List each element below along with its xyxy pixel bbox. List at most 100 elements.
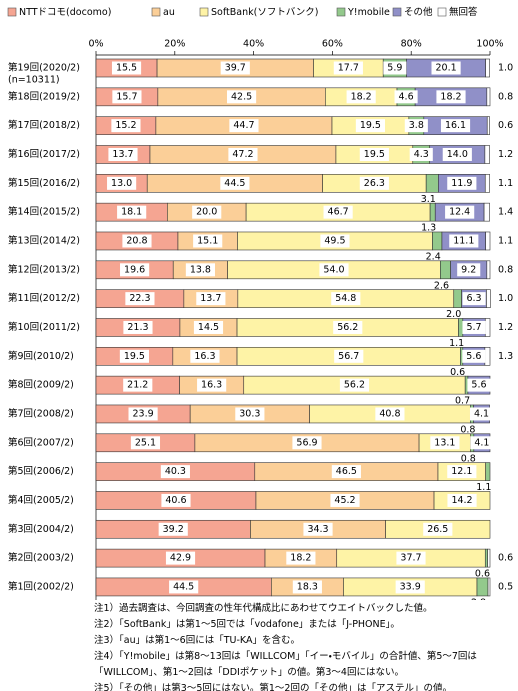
label-background (111, 61, 142, 75)
value-label: 11.9 (451, 178, 472, 189)
value-label: 0.8 (461, 453, 476, 464)
label-background (462, 292, 486, 306)
label-background (440, 119, 471, 133)
row-label: 第6回(2007/2) (8, 436, 74, 448)
value-label: 21.3 (127, 322, 148, 333)
value-label: 1.1 (498, 178, 513, 189)
label-background (303, 522, 333, 536)
bar-segment (453, 289, 462, 308)
label-background (331, 465, 361, 479)
row-label: 第9回(2010/2) (8, 350, 74, 362)
value-label: 11.1 (453, 235, 474, 246)
value-label: 47.2 (232, 149, 253, 160)
value-label: 14.2 (451, 495, 472, 506)
value-label: 45.2 (334, 495, 355, 506)
label-background (192, 205, 222, 219)
label-background (235, 407, 265, 421)
label-background (394, 90, 418, 104)
label-background (447, 176, 477, 190)
row-label: 第15回(2016/2) (8, 177, 80, 189)
value-label: 13.1 (434, 437, 455, 448)
bar-segment (484, 318, 491, 337)
label-background (431, 61, 461, 75)
label-background (442, 147, 472, 161)
row-label: 第17回(2018/2) (8, 119, 80, 131)
row-label: 第14回(2015/2) (8, 206, 80, 218)
label-background (165, 551, 196, 565)
value-label: 40.6 (165, 495, 186, 506)
row-label: 第5回(2006/2) (8, 465, 74, 477)
value-label: 1.0 (498, 63, 513, 74)
value-label: 1.4 (498, 207, 513, 218)
value-label: 1.1 (498, 235, 513, 246)
value-label: 17.7 (338, 63, 359, 74)
label-background (112, 90, 142, 104)
label-background (423, 522, 453, 536)
label-background (447, 465, 477, 479)
value-label: 42.9 (170, 553, 191, 564)
value-label: 56.7 (338, 351, 359, 362)
value-label: 2.4 (426, 251, 441, 262)
label-background (445, 205, 475, 219)
value-label: 12.1 (451, 466, 472, 477)
label-background (355, 119, 385, 133)
x-tick-label: 100% (476, 39, 503, 50)
label-background (383, 61, 407, 75)
label-background (128, 407, 158, 421)
value-label: 44.7 (233, 120, 254, 131)
legend-label: 無回答 (449, 6, 478, 18)
value-label: 6.3 (466, 293, 481, 304)
value-label: 18.1 (121, 207, 142, 218)
bar-segment (484, 346, 491, 366)
legend-swatch (336, 7, 346, 17)
bar-segment (429, 202, 436, 222)
value-label: 15.5 (116, 63, 137, 74)
note: 注1）過去調査は、今回調査の性年代構成比にあわせてウエイトバックした値。 (94, 603, 433, 614)
label-background (190, 349, 220, 363)
value-label: 2.0 (446, 309, 461, 320)
value-label: 18.2 (440, 91, 461, 102)
value-label: 13.7 (200, 293, 221, 304)
value-label: 1.3 (421, 223, 436, 234)
label-background (193, 320, 224, 334)
row-label: 第10回(2011/2) (8, 321, 80, 333)
value-label: 4.6 (399, 91, 414, 102)
value-label: 22.3 (129, 293, 150, 304)
value-label: 20.1 (435, 63, 456, 74)
sample-label: (n=10311) (8, 75, 60, 86)
value-label: 19.5 (360, 120, 381, 131)
value-label: 5.6 (466, 351, 481, 362)
value-label: 5.9 (387, 63, 402, 74)
bar-segment (486, 260, 491, 280)
value-label: 49.5 (324, 235, 345, 246)
note: 注4）「Y!mobile」は第8～13回は「WILLCOM」「イー・モバイル」の… (94, 651, 477, 678)
value-label: 14.5 (198, 322, 219, 333)
value-label: 15.2 (115, 120, 136, 131)
value-label: 9.2 (461, 264, 476, 275)
label-background (346, 90, 376, 104)
label-background (292, 580, 322, 594)
value-label: 5.7 (466, 322, 481, 333)
value-label: 16.3 (194, 351, 215, 362)
value-label: 1.2 (498, 149, 513, 160)
label-background (161, 493, 191, 507)
value-label: 13.8 (190, 264, 211, 275)
value-label: 18.2 (290, 553, 311, 564)
value-label: 25.1 (135, 437, 156, 448)
value-label: 13.7 (112, 149, 133, 160)
value-label: 18.2 (351, 91, 372, 102)
bar-segment (487, 577, 491, 597)
value-label: 16.1 (445, 120, 466, 131)
label-background (220, 61, 250, 75)
x-tick-label: 20% (164, 39, 185, 50)
value-label: 2.6 (434, 280, 449, 291)
note: 注3）「au」は第1～6回には「TU-KA」を含む。 (94, 635, 300, 646)
value-label: 44.5 (224, 178, 245, 189)
legend-swatch (7, 7, 17, 17)
value-label: 15.1 (197, 235, 218, 246)
value-label: 2.8 (471, 597, 486, 600)
legend-label: NTTドコモ(docomo) (19, 7, 111, 18)
label-background (462, 320, 486, 334)
bar-segment (485, 231, 491, 251)
label-background (470, 436, 494, 450)
